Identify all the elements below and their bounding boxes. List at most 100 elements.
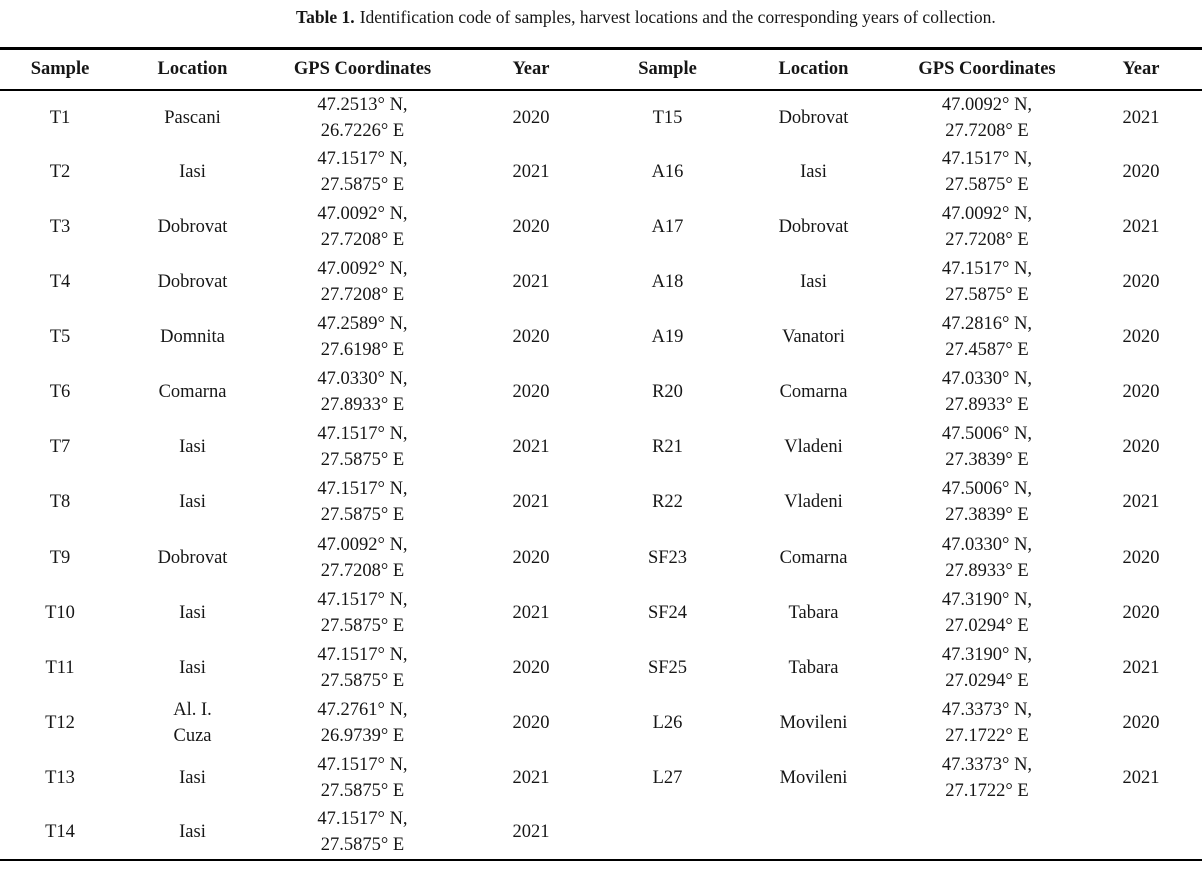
location-cell: Iasi [179, 437, 206, 458]
gps-cell: 47.1517° N, 27.5875° E [317, 479, 408, 526]
sample-cell: T6 [49, 382, 71, 403]
gps-cell: 47.3373° N, 27.1722° E [941, 754, 1033, 801]
gps-cell: 47.0092° N, 27.7208° E [317, 534, 408, 581]
year-cell: 2021 [1122, 217, 1160, 238]
sample-cell: R21 [652, 437, 683, 458]
table-row: T6 Comarna 47.0330° N, 27.8933° E 2020 R20 Co… [0, 365, 1202, 420]
location-cell: Vladeni [784, 492, 843, 513]
location-cell: Al. I. Cuza [173, 699, 212, 746]
gps-cell: 47.1517° N, 27.5875° E [317, 754, 408, 801]
table-row: T8 Iasi 47.1517° N, 27.5875° E 2021 R22 Vlade… [0, 475, 1202, 530]
sample-cell: T15 [652, 107, 683, 128]
location-cell [733, 805, 894, 860]
location-cell: Iasi [179, 492, 206, 513]
sample-cell: R20 [652, 382, 683, 403]
sample-cell: T13 [45, 767, 75, 788]
location-cell: Tabara [788, 657, 839, 678]
gps-cell: 47.2513° N, 26.7226° E [317, 94, 408, 141]
table-caption-label: Table 1. [296, 7, 355, 27]
location-cell: Movileni [779, 767, 848, 788]
sample-cell: A18 [651, 272, 684, 293]
location-cell: Pascani [164, 107, 221, 128]
gps-cell: 47.0092° N, 27.7208° E [941, 94, 1033, 141]
location-cell: Comarna [158, 382, 227, 403]
location-cell: Iasi [179, 657, 206, 678]
sample-cell: L26 [652, 712, 683, 733]
table-row: T12 Al. I. Cuza 47.2761° N, 26.9739° E 2020… [0, 695, 1202, 750]
table-row: T4 Dobrovat 47.0092° N, 27.7208° E 2021 A18 I… [0, 255, 1202, 310]
table-caption: Table 1. Identification code of samples, … [296, 4, 1200, 30]
location-cell: Iasi [179, 822, 206, 843]
sample-cell: A19 [651, 327, 684, 348]
year-cell: 2021 [1122, 767, 1160, 788]
location-cell: Dobrovat [778, 217, 849, 238]
table-header-row: Sample Location GPS Coordinates Year Sample L… [0, 48, 1202, 91]
table-row: T3 Dobrovat 47.0092° N, 27.7208° E 2020 A17 D… [0, 200, 1202, 255]
year-cell: 2021 [1122, 107, 1160, 128]
gps-cell: 47.3190° N, 27.0294° E [941, 644, 1033, 691]
year-cell: 2021 [512, 767, 550, 788]
sample-cell: SF24 [647, 602, 688, 623]
year-cell: 2021 [512, 162, 550, 183]
table-row: T7 Iasi 47.1517° N, 27.5875° E 2021 R21 Vlade… [0, 420, 1202, 475]
gps-cell: 47.0330° N, 27.8933° E [317, 369, 408, 416]
sample-cell: T10 [45, 602, 75, 623]
year-cell: 2020 [512, 217, 550, 238]
year-cell: 2021 [512, 602, 550, 623]
location-cell: Domnita [160, 327, 225, 348]
table-row: T13 Iasi 47.1517° N, 27.5875° E 2021 L27 Movi… [0, 750, 1202, 805]
year-cell: 2021 [1122, 657, 1160, 678]
year-cell: 2020 [512, 712, 550, 733]
table-row: T1 Pascani 47.2513° N, 26.7226° E 2020 T15 Do… [0, 90, 1202, 145]
sample-cell: SF25 [647, 657, 688, 678]
sample-cell: T3 [49, 217, 71, 238]
location-cell: Comarna [779, 547, 848, 568]
year-cell: 2020 [512, 107, 550, 128]
year-cell: 2020 [1122, 437, 1160, 458]
column-header-gps-coordinates: GPS Coordinates [894, 48, 1080, 91]
samples-table: Sample Location GPS Coordinates Year Sample L… [0, 47, 1202, 862]
sample-cell: SF23 [647, 547, 688, 568]
year-cell: 2020 [1122, 162, 1160, 183]
year-cell: 2020 [1122, 382, 1160, 403]
sample-cell: T8 [49, 492, 71, 513]
location-cell: Dobrovat [157, 547, 228, 568]
column-header-location: Location [120, 48, 265, 91]
location-cell: Iasi [179, 602, 206, 623]
location-cell: Dobrovat [157, 217, 228, 238]
year-cell: 2021 [512, 492, 550, 513]
year-cell: 2021 [1122, 492, 1160, 513]
gps-cell: 47.3190° N, 27.0294° E [941, 589, 1033, 636]
year-cell: 2021 [512, 272, 550, 293]
gps-cell: 47.0092° N, 27.7208° E [317, 204, 408, 251]
column-header-year: Year [1080, 48, 1202, 91]
year-cell: 2020 [1122, 327, 1160, 348]
location-cell: Movileni [779, 712, 848, 733]
sample-cell [602, 805, 733, 860]
gps-cell: 47.1517° N, 27.5875° E [317, 149, 408, 196]
gps-cell: 47.5006° N, 27.3839° E [941, 424, 1033, 471]
location-cell: Iasi [800, 272, 827, 293]
sample-cell: L27 [652, 767, 683, 788]
year-cell: 2020 [512, 657, 550, 678]
location-cell: Iasi [179, 162, 206, 183]
location-cell: Comarna [779, 382, 848, 403]
column-header-sample: Sample [0, 48, 120, 91]
column-header-year: Year [460, 48, 602, 91]
sample-cell: T14 [45, 822, 75, 843]
year-cell: 2021 [512, 437, 550, 458]
gps-cell: 47.0330° N, 27.8933° E [941, 369, 1033, 416]
gps-cell: 47.2761° N, 26.9739° E [317, 699, 408, 746]
gps-cell: 47.1517° N, 27.5875° E [941, 259, 1033, 306]
gps-cell: 47.0092° N, 27.7208° E [941, 204, 1033, 251]
gps-cell: 47.0330° N, 27.8933° E [941, 534, 1033, 581]
gps-cell: 47.5006° N, 27.3839° E [941, 479, 1033, 526]
gps-cell: 47.1517° N, 27.5875° E [317, 809, 408, 856]
table-caption-text: Identification code of samples, harvest … [359, 7, 996, 27]
table-row: T11 Iasi 47.1517° N, 27.5875° E 2020 SF25 Tab… [0, 640, 1202, 695]
sample-cell: T7 [49, 437, 71, 458]
location-cell: Iasi [179, 767, 206, 788]
sample-cell: A16 [651, 162, 684, 183]
year-cell: 2020 [1122, 712, 1160, 733]
